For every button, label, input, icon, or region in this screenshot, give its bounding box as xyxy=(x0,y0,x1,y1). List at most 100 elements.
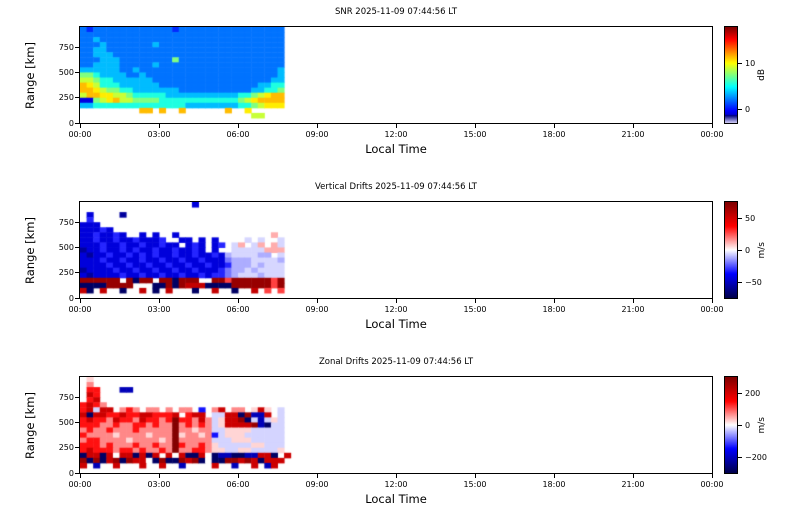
y-tick-label: 500 xyxy=(58,242,74,252)
x-tick-mark xyxy=(237,474,239,478)
colorbar-tick-mark xyxy=(738,108,742,110)
x-tick-label: 06:00 xyxy=(226,305,250,314)
x-tick-label: 12:00 xyxy=(384,130,408,139)
colorbar-tick-label: 0 xyxy=(745,104,751,114)
snr-panel: SNR 2025-11-09 07:44:56 LT Range [km] 0 2… xyxy=(0,0,800,175)
vertical-drifts-colorbar-canvas xyxy=(725,202,737,298)
x-tick-mark xyxy=(79,299,81,303)
x-tick-mark xyxy=(711,124,713,128)
snr-colorbar-unit: dB xyxy=(757,69,767,81)
x-tick-mark xyxy=(711,474,713,478)
x-tick-mark xyxy=(237,124,239,128)
x-tick-label: 00:00 xyxy=(68,130,92,139)
y-tick-label: 0 xyxy=(68,293,74,303)
y-tick-label: 250 xyxy=(58,268,74,278)
x-tick-label: 21:00 xyxy=(621,305,645,314)
zonal-drifts-colorbar xyxy=(724,376,738,474)
y-tick-label: 0 xyxy=(68,118,74,128)
zonal-drifts-colorbar-canvas xyxy=(725,377,737,473)
snr-title: SNR 2025-11-09 07:44:56 LT xyxy=(334,7,458,17)
zonal-drifts-panel: Zonal Drifts 2025-11-09 07:44:56 LT Rang… xyxy=(0,350,800,519)
x-tick-mark xyxy=(632,474,634,478)
colorbar-tick-mark xyxy=(738,424,742,426)
y-tick-mark xyxy=(75,46,79,48)
y-tick-label: 0 xyxy=(68,468,74,478)
x-tick-mark xyxy=(237,299,239,303)
x-tick-mark xyxy=(158,299,160,303)
colorbar-tick-mark xyxy=(738,249,742,251)
y-tick-label: 250 xyxy=(58,443,74,453)
colorbar-tick-label: 50 xyxy=(745,213,756,223)
colorbar-tick-label: −50 xyxy=(745,277,762,287)
x-tick-mark xyxy=(474,474,476,478)
colorbar-tick-label: −200 xyxy=(745,452,767,462)
vertical-drifts-heatmap-canvas xyxy=(80,202,712,298)
x-tick-label: 00:00 xyxy=(700,480,724,489)
snr-colorbar xyxy=(724,26,738,124)
colorbar-tick-mark xyxy=(738,217,742,219)
vertical-drifts-colorbar xyxy=(724,201,738,299)
y-tick-mark xyxy=(75,396,79,398)
x-tick-label: 12:00 xyxy=(384,480,408,489)
x-tick-mark xyxy=(395,124,397,128)
x-tick-mark xyxy=(79,474,81,478)
x-tick-mark xyxy=(474,124,476,128)
x-tick-label: 15:00 xyxy=(463,305,487,314)
snr-y-axis-label: Range [km] xyxy=(23,41,37,109)
x-tick-mark xyxy=(553,124,555,128)
vertical-drifts-plot-area xyxy=(79,201,713,299)
x-tick-mark xyxy=(711,299,713,303)
x-tick-mark xyxy=(316,299,318,303)
y-tick-label: 750 xyxy=(58,392,74,402)
colorbar-tick-mark xyxy=(738,456,742,458)
x-tick-label: 09:00 xyxy=(305,480,329,489)
vertical-drifts-panel: Vertical Drifts 2025-11-09 07:44:56 LT R… xyxy=(0,175,800,350)
x-tick-mark xyxy=(316,124,318,128)
x-tick-label: 12:00 xyxy=(384,305,408,314)
x-tick-label: 00:00 xyxy=(700,305,724,314)
x-tick-label: 18:00 xyxy=(542,130,566,139)
y-tick-label: 250 xyxy=(58,93,74,103)
x-tick-label: 03:00 xyxy=(147,480,171,489)
colorbar-tick-label: 200 xyxy=(745,388,761,398)
x-tick-mark xyxy=(395,474,397,478)
y-tick-label: 750 xyxy=(58,42,74,52)
x-tick-mark xyxy=(158,124,160,128)
y-tick-label: 500 xyxy=(58,417,74,427)
vertical-drifts-x-axis-label: Local Time xyxy=(365,317,427,331)
x-tick-mark xyxy=(316,474,318,478)
snr-plot-area xyxy=(79,26,713,124)
x-tick-mark xyxy=(553,474,555,478)
x-tick-mark xyxy=(474,299,476,303)
y-tick-mark xyxy=(75,71,79,73)
x-tick-mark xyxy=(158,474,160,478)
x-tick-mark xyxy=(553,299,555,303)
y-tick-mark xyxy=(75,421,79,423)
y-tick-mark xyxy=(75,221,79,223)
colorbar-tick-label: 0 xyxy=(745,245,751,255)
zonal-drifts-x-axis-label: Local Time xyxy=(365,492,427,506)
y-tick-mark xyxy=(75,272,79,274)
snr-x-axis-label: Local Time xyxy=(365,142,427,156)
x-tick-label: 21:00 xyxy=(621,480,645,489)
x-tick-label: 06:00 xyxy=(226,130,250,139)
x-tick-mark xyxy=(395,299,397,303)
x-tick-label: 03:00 xyxy=(147,305,171,314)
snr-colorbar-canvas xyxy=(725,27,737,123)
y-tick-mark xyxy=(75,246,79,248)
y-tick-label: 500 xyxy=(58,67,74,77)
x-tick-label: 18:00 xyxy=(542,305,566,314)
colorbar-tick-mark xyxy=(738,281,742,283)
vertical-drifts-y-axis-label: Range [km] xyxy=(23,216,37,284)
x-tick-label: 15:00 xyxy=(463,480,487,489)
y-tick-mark xyxy=(75,122,79,124)
vertical-drifts-colorbar-unit: m/s xyxy=(757,241,767,259)
x-tick-label: 00:00 xyxy=(700,130,724,139)
y-tick-mark xyxy=(75,297,79,299)
x-tick-label: 15:00 xyxy=(463,130,487,139)
x-tick-mark xyxy=(632,299,634,303)
x-tick-label: 06:00 xyxy=(226,480,250,489)
y-tick-mark xyxy=(75,447,79,449)
x-tick-label: 09:00 xyxy=(305,305,329,314)
